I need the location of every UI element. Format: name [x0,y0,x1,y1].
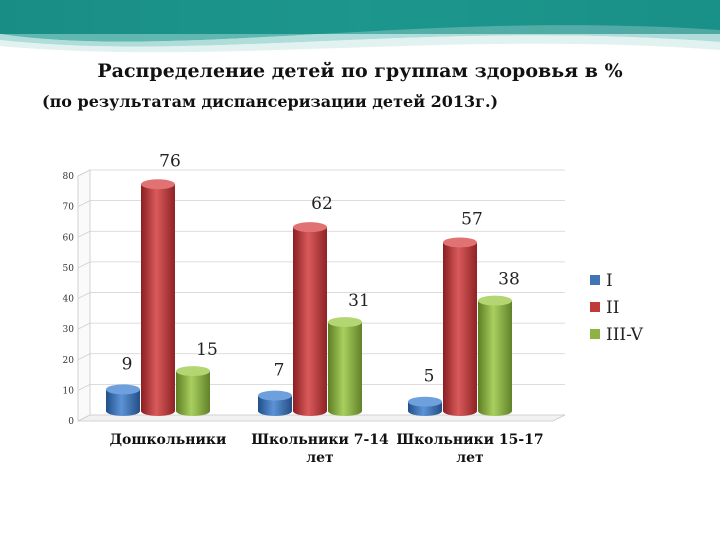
y-tick-label: 70 [63,203,75,213]
legend-label-II: II [606,298,619,318]
x-category-label: лет [306,450,334,466]
legend-label-III-V: III-V [606,325,644,345]
y-tick-label: 40 [63,295,75,305]
bar-top-II-2 [443,237,477,248]
bar-II-0 [141,184,175,416]
bar-I-0 [106,389,140,416]
gridline-side [77,169,91,177]
data-label-II-1: 62 [311,194,333,214]
bar-top-III-V-1 [328,317,362,328]
y-tick-label: 60 [63,233,75,243]
legend-swatch-II [590,302,600,312]
gridline-side [77,322,91,330]
bar-III-V-1 [328,322,362,416]
data-label-I-0: 9 [122,354,133,374]
gridline-side [77,292,91,299]
bar-II-2 [443,242,477,416]
bar-top-I-0 [106,384,140,395]
y-tick-label: 30 [63,325,75,335]
gridline-side [77,230,91,238]
y-tick-label: 50 [63,264,75,274]
data-label-III-V-2: 38 [498,270,520,290]
bar-I-1 [258,395,292,416]
bar-top-II-1 [293,222,327,233]
y-tick-label: 80 [63,172,75,182]
bar-III-V-0 [176,371,210,416]
legend-label-I: I [606,271,613,291]
bar-top-III-V-0 [176,366,210,377]
gridline-side [77,414,91,422]
bar-top-I-1 [258,390,292,401]
x-category-label: лет [456,450,484,466]
data-label-II-0: 76 [159,151,181,171]
gridline-side [77,261,91,269]
y-tick-label: 20 [63,356,75,366]
x-category-label: Дошкольники [110,432,227,448]
chart-subtitle: (по результатам диспансеризации детей 20… [42,92,499,111]
bar-top-I-2 [408,396,442,407]
chart-title: Распределение детей по группам здоровья … [97,60,623,82]
bar-III-V-2 [478,300,512,416]
data-label-III-V-1: 31 [348,291,370,311]
legend-swatch-I [590,275,600,285]
gridline-side [77,384,91,391]
x-category-label: Школьники 7-14 [251,432,389,448]
data-label-II-2: 57 [461,209,483,229]
bar-II-1 [293,227,327,416]
legend-swatch-III-V [590,329,600,339]
gridline-side [77,353,91,361]
y-tick-label: 10 [63,386,75,396]
bar-top-III-V-2 [478,295,512,306]
data-label-I-2: 5 [424,367,435,387]
x-category-label: Школьники 15-17 [396,432,543,448]
bar-top-II-0 [141,179,175,190]
gridline-side [77,200,91,207]
data-label-I-1: 7 [274,361,285,381]
header-banner [0,0,720,53]
data-label-III-V-0: 15 [196,340,218,360]
y-tick-label: 0 [68,417,74,427]
